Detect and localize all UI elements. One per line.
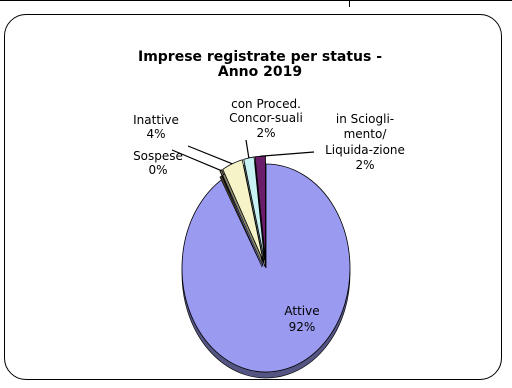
leader-line-4 bbox=[260, 151, 315, 157]
pie-slice-attive bbox=[181, 163, 351, 373]
label-attive-pct: 92% bbox=[289, 320, 316, 334]
chart-title-line2: Anno 2019 bbox=[217, 64, 303, 80]
label-inattive-name: Inattive bbox=[133, 113, 179, 127]
top-rule bbox=[0, 0, 512, 7]
label-liquidazione-line1: in Sciogli- bbox=[336, 112, 394, 126]
label-liquidazione-line2: mento/ bbox=[344, 127, 388, 141]
pie-slices bbox=[181, 155, 351, 379]
label-concorsuali-line2: Concor-suali bbox=[229, 111, 303, 125]
label-concorsuali-pct: 2% bbox=[256, 126, 275, 140]
label-sospese-pct: 0% bbox=[148, 163, 167, 177]
label-attive-name: Attive bbox=[284, 304, 319, 318]
leader-lines bbox=[171, 139, 315, 171]
label-concorsuali-line1: con Proced. bbox=[231, 97, 301, 111]
label-inattive-pct: 4% bbox=[146, 127, 165, 141]
top-rule-tick bbox=[349, 1, 350, 7]
label-sospese-name: Sospese bbox=[133, 149, 183, 163]
chart-title: Imprese registrate per status - bbox=[137, 49, 383, 65]
leader-line-3 bbox=[245, 139, 250, 159]
label-liquidazione-pct: 2% bbox=[355, 158, 374, 172]
label-liquidazione-line3: Liquida-zione bbox=[325, 143, 405, 157]
leader-line-1 bbox=[171, 149, 222, 171]
leader-line-2 bbox=[187, 145, 233, 165]
